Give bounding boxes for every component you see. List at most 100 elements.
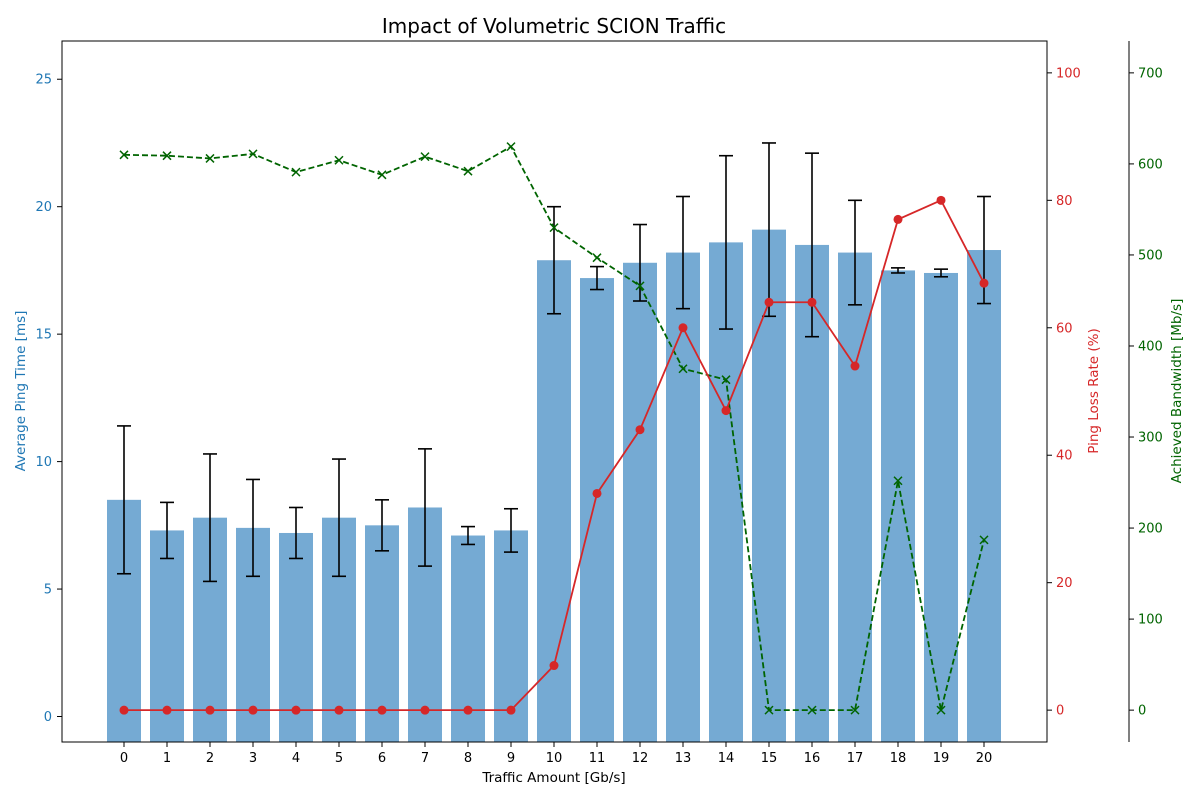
bar-series <box>107 229 1001 743</box>
error-bar <box>203 453 217 583</box>
bar <box>924 272 958 742</box>
bandwidth-point <box>635 281 645 291</box>
loss-rate-point <box>291 705 301 715</box>
bandwidth-point <box>506 142 516 152</box>
y-left-tick-label: 25 <box>35 73 52 88</box>
loss-rate-point <box>205 705 215 715</box>
bandwidth-point <box>205 153 215 163</box>
loss-rate-series <box>119 195 989 715</box>
bandwidth-point <box>764 705 774 715</box>
bandwidth-point <box>162 151 172 161</box>
bandwidth-point <box>377 170 387 180</box>
error-bar <box>160 501 174 560</box>
y-right2-tick-label: 100 <box>1138 613 1163 628</box>
error-bar <box>332 458 346 578</box>
chart-title: Impact of Volumetric SCION Traffic <box>382 14 726 38</box>
y-right2-tick-label: 700 <box>1138 66 1163 81</box>
loss-rate-point <box>506 705 516 715</box>
bandwidth-point <box>893 476 903 486</box>
bar <box>967 250 1001 742</box>
error-bar <box>891 267 905 274</box>
y-right2-tick-label: 400 <box>1138 339 1163 354</box>
loss-rate-point <box>635 425 645 435</box>
loss-rate-point <box>119 705 129 715</box>
x-tick-label: 11 <box>589 751 606 766</box>
bar <box>881 270 915 742</box>
y-right2-tick-label: 200 <box>1138 522 1163 537</box>
x-tick-label: 6 <box>378 751 386 766</box>
bandwidth-point <box>936 705 946 715</box>
bandwidth-point <box>119 150 129 160</box>
bandwidth-point <box>807 705 817 715</box>
bandwidth-point <box>291 167 301 177</box>
bar <box>838 252 872 743</box>
error-bar <box>590 265 604 291</box>
loss-rate-point <box>893 214 903 224</box>
loss-rate-point <box>420 705 430 715</box>
error-bar <box>289 506 303 560</box>
loss-rate-point <box>764 297 774 307</box>
loss-rate-point <box>936 195 946 205</box>
x-tick-label: 16 <box>804 751 821 766</box>
bandwidth-point <box>463 166 473 176</box>
x-tick-label: 17 <box>847 751 864 766</box>
bandwidth-series <box>119 142 989 715</box>
x-axis-ticks: 0 1 2 3 4 5 6 7 8 9 10 11 12 13 14 15 16 17 18 19 20 <box>120 742 992 766</box>
x-tick-label: 3 <box>249 751 257 766</box>
y-right1-tick-label: 20 <box>1056 576 1073 591</box>
x-tick-label: 10 <box>546 751 563 766</box>
error-bar <box>504 507 518 553</box>
y-right1-axis-ticks: 0 20 40 60 80 100 <box>1047 66 1081 719</box>
loss-rate-point <box>721 406 731 416</box>
loss-rate-point <box>850 361 860 371</box>
y-right2-tick-label: 500 <box>1138 248 1163 263</box>
y-left-axis-label: Average Ping Time [ms] <box>13 311 29 472</box>
x-tick-label: 12 <box>632 751 649 766</box>
loss-rate-point <box>248 705 258 715</box>
bandwidth-point <box>721 375 731 385</box>
error-bar <box>375 499 389 552</box>
x-tick-label: 9 <box>507 751 515 766</box>
bandwidth-point <box>334 155 344 165</box>
y-left-tick-label: 20 <box>35 200 52 215</box>
loss-rate-point <box>463 705 473 715</box>
error-bar <box>676 195 690 310</box>
y-right1-axis-label: Ping Loss Rate (%) <box>1086 328 1102 454</box>
loss-rate-point <box>549 661 559 671</box>
bandwidth-point <box>420 152 430 162</box>
loss-rate-point <box>807 297 817 307</box>
error-bar <box>117 425 131 575</box>
y-right1-tick-label: 60 <box>1056 321 1073 336</box>
y-right1-tick-label: 80 <box>1056 194 1073 209</box>
loss-rate-point <box>979 278 989 288</box>
loss-rate-point <box>162 705 172 715</box>
bandwidth-point <box>549 223 559 233</box>
y-right1-tick-label: 0 <box>1056 704 1064 719</box>
bar <box>580 278 614 742</box>
x-axis-label: Traffic Amount [Gb/s] <box>481 770 625 786</box>
error-bar <box>246 478 260 578</box>
y-left-axis-ticks: 0 5 10 15 20 25 <box>35 73 62 725</box>
loss-rate-point <box>334 705 344 715</box>
x-tick-label: 18 <box>890 751 907 766</box>
y-left-tick-label: 5 <box>44 583 52 598</box>
bandwidth-point <box>979 535 989 545</box>
y-right2-axis-label: Achieved Bandwidth [Mb/s] <box>1169 299 1185 484</box>
y-right2-tick-label: 300 <box>1138 431 1163 446</box>
y-right1-tick-label: 100 <box>1056 66 1081 81</box>
x-tick-label: 15 <box>761 751 778 766</box>
bandwidth-point <box>592 253 602 263</box>
y-left-tick-label: 15 <box>35 328 52 343</box>
error-bar <box>633 223 647 302</box>
error-bar <box>547 205 561 315</box>
bandwidth-point <box>678 364 688 374</box>
x-tick-label: 8 <box>464 751 472 766</box>
loss-rate-point <box>377 705 387 715</box>
error-bar <box>418 448 432 567</box>
bar <box>666 252 700 743</box>
bar <box>623 262 657 742</box>
x-tick-label: 0 <box>120 751 128 766</box>
error-bar <box>934 268 948 278</box>
x-tick-label: 20 <box>976 751 993 766</box>
